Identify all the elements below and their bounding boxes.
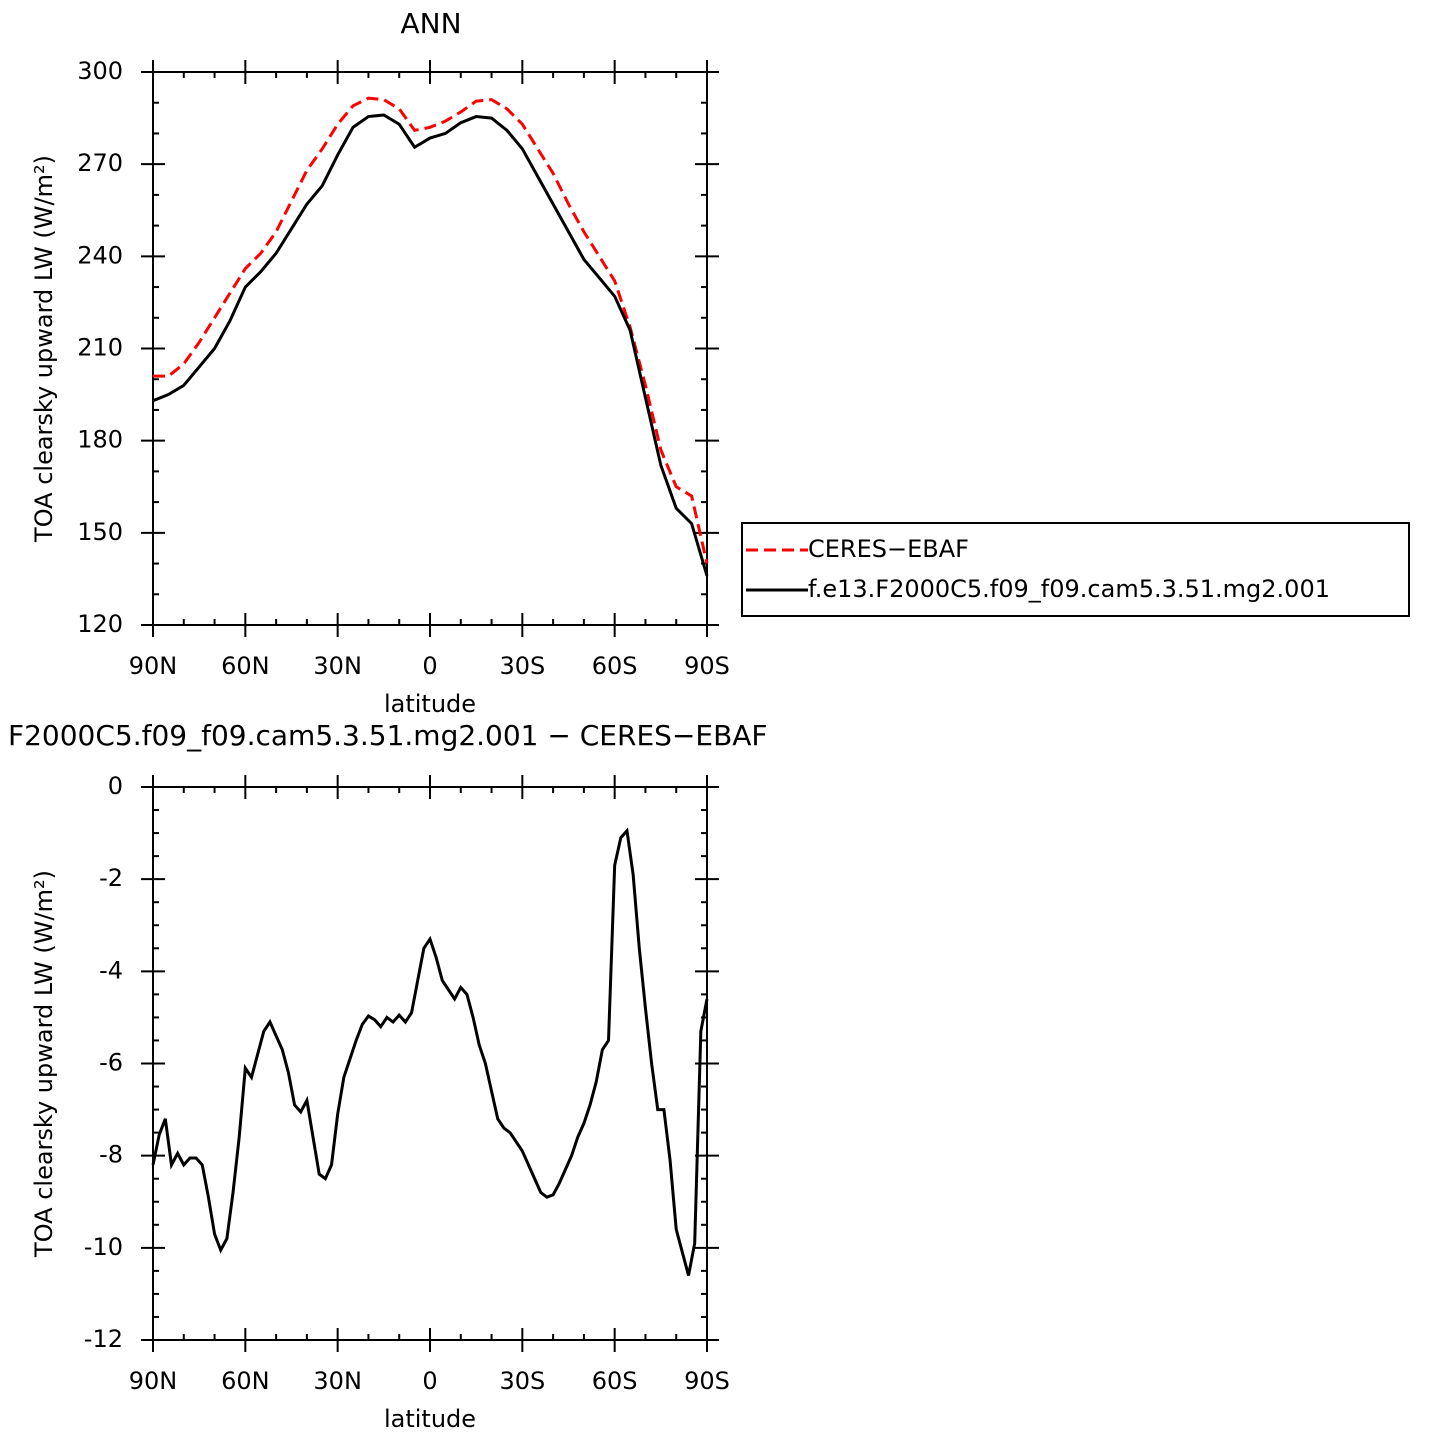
y-tick-label: 210 [77, 334, 123, 362]
y-tick-label: -4 [99, 956, 123, 984]
x-tick-label: 90S [684, 1367, 730, 1395]
x-tick-label: 90N [129, 652, 178, 680]
plot-frame [152, 786, 708, 1341]
y-tick-label: 150 [77, 518, 123, 546]
chart-title: F2000C5.f09_f09.cam5.3.51.mg2.001 − CERE… [8, 719, 768, 752]
x-tick-label: 30N [313, 1367, 362, 1395]
y-axis-label: TOA clearsky upward LW (W/m²) [30, 870, 58, 1258]
x-tick-label: 90N [129, 1367, 178, 1395]
data-line [152, 113, 709, 577]
x-axis-label: latitude [384, 1405, 476, 1433]
y-tick-label: 0 [108, 772, 123, 800]
x-tick-label: 30S [499, 652, 545, 680]
chart-title: ANN [400, 7, 461, 40]
y-tick-label: -8 [99, 1141, 123, 1169]
y-tick-label: 240 [77, 241, 123, 269]
x-tick-label: 60S [592, 1367, 638, 1395]
y-tick-label: -12 [84, 1325, 123, 1353]
y-tick-label: 270 [77, 149, 123, 177]
y-axis-label: TOA clearsky upward LW (W/m²) [30, 155, 58, 543]
x-tick-label: 0 [422, 652, 437, 680]
x-tick-label: 60S [592, 652, 638, 680]
legend-label: CERES−EBAF [808, 535, 969, 563]
x-tick-label: 0 [422, 1367, 437, 1395]
y-tick-label: 180 [77, 426, 123, 454]
data-line [153, 96, 709, 564]
legend-box [741, 522, 1410, 617]
x-tick-label: 30S [499, 1367, 545, 1395]
y-tick-label: -2 [99, 864, 123, 892]
x-tick-label: 60N [221, 1367, 270, 1395]
y-tick-label: -6 [99, 1049, 123, 1077]
x-tick-label: 90S [684, 652, 730, 680]
y-tick-label: 300 [77, 57, 123, 85]
x-tick-label: 60N [221, 652, 270, 680]
y-tick-label: 120 [77, 610, 123, 638]
plot-frame [152, 71, 708, 626]
x-axis-label: latitude [384, 690, 476, 718]
data-line [151, 827, 709, 1276]
legend-label: f.e13.F2000C5.f09_f09.cam5.3.51.mg2.001 [808, 575, 1330, 603]
y-tick-label: -10 [84, 1233, 123, 1261]
x-tick-label: 30N [313, 652, 362, 680]
